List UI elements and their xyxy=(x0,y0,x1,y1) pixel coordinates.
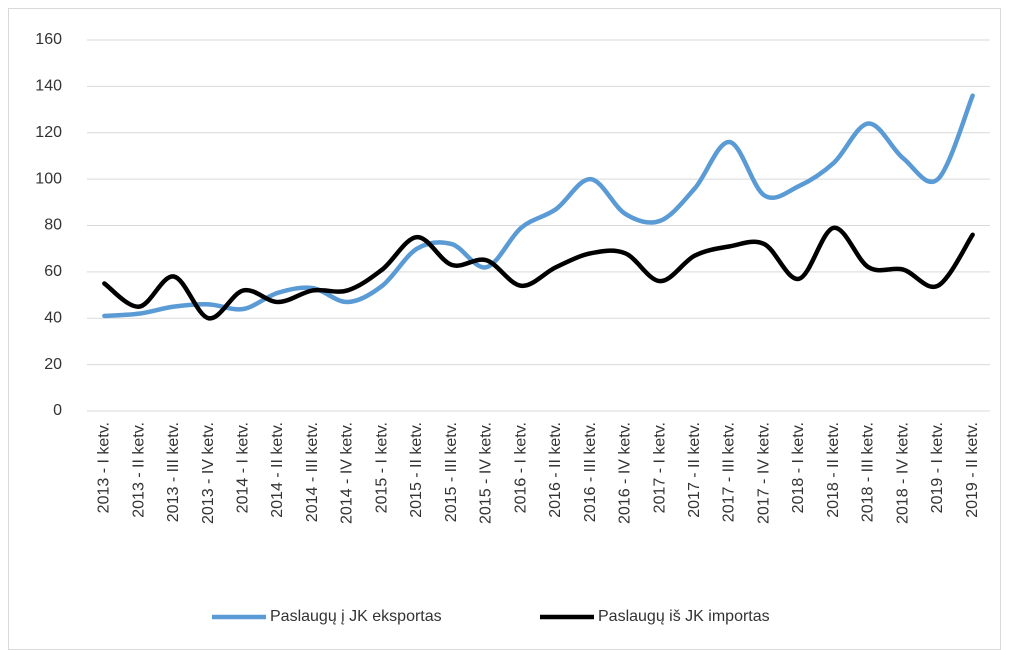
legend-label: Paslaugų į JK eksportas xyxy=(270,608,442,625)
x-tick-label: 2014 - I ketv. xyxy=(235,422,252,513)
y-tick-label: 60 xyxy=(44,263,62,280)
x-tick-label: 2016 - I ketv. xyxy=(512,422,529,513)
x-tick-label: 2015 - IV ketv. xyxy=(478,422,495,524)
x-tick-label: 2014 - III ketv. xyxy=(304,422,321,522)
x-tick-label: 2016 - III ketv. xyxy=(582,422,599,522)
y-tick-label: 0 xyxy=(53,402,62,419)
x-tick-label: 2013 - I ketv. xyxy=(96,422,113,513)
y-tick-label: 20 xyxy=(44,356,62,373)
x-tick-label: 2013 - IV ketv. xyxy=(200,422,217,524)
x-tick-label: 2015 - III ketv. xyxy=(443,422,460,522)
x-tick-label: 2014 - IV ketv. xyxy=(339,422,356,524)
x-tick-label: 2018 - II ketv. xyxy=(825,422,842,518)
x-tick-label: 2018 - I ketv. xyxy=(790,422,807,513)
x-tick-label: 2017 - III ketv. xyxy=(721,422,738,522)
x-tick-label: 2014 - II ketv. xyxy=(269,422,286,518)
x-tick-label: 2016 - II ketv. xyxy=(547,422,564,518)
y-tick-label: 40 xyxy=(44,309,62,326)
y-tick-label: 100 xyxy=(35,170,62,187)
x-tick-label: 2013 - III ketv. xyxy=(165,422,182,522)
x-tick-label: 2017 - IV ketv. xyxy=(755,422,772,524)
y-tick-label: 160 xyxy=(35,31,62,48)
x-tick-label: 2016 - IV ketv. xyxy=(617,422,634,524)
x-tick-label: 2013 - II ketv. xyxy=(130,422,147,518)
x-tick-label: 2015 - II ketv. xyxy=(408,422,425,518)
x-tick-label: 2019 - I ketv. xyxy=(929,422,946,513)
y-tick-label: 80 xyxy=(44,217,62,234)
line-series xyxy=(102,225,975,321)
y-tick-label: 140 xyxy=(35,78,62,95)
legend-label: Paslaugų iš JK importas xyxy=(598,608,770,625)
line-series xyxy=(102,93,975,319)
x-tick-label: 2017 - II ketv. xyxy=(686,422,703,518)
x-tick-label: 2018 - III ketv. xyxy=(860,422,877,522)
x-tick-label: 2017 - I ketv. xyxy=(651,422,668,513)
x-tick-label: 2015 - I ketv. xyxy=(373,422,390,513)
y-tick-label: 120 xyxy=(35,124,62,141)
x-tick-label: 2018 - IV ketv. xyxy=(894,422,911,524)
chart-border xyxy=(8,8,1001,650)
x-tick-label: 2019 - II ketv. xyxy=(964,422,981,518)
